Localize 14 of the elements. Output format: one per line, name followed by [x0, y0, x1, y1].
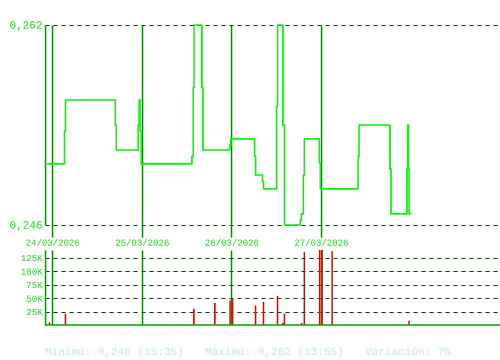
text: Mínimo: 0,246 (15:35) — [45, 347, 184, 359]
y-tick-label: 0,246 — [9, 220, 42, 232]
y-tick-label: 50K — [26, 294, 44, 305]
y-tick-label: 25K — [26, 308, 44, 318]
text: Máximo: 0,262 (13:55) — [205, 347, 344, 359]
text: Variación: 7% — [365, 347, 452, 359]
y-tick-label: 0,262 — [9, 20, 42, 32]
x-tick-label: 27/03/2026 — [294, 238, 348, 248]
x-tick-label: 25/03/2026 — [115, 238, 170, 248]
y-tick-label: 100K — [20, 268, 44, 278]
x-tick-label: 26/03/2026 — [204, 238, 259, 248]
y-tick-label: 125K — [20, 254, 44, 264]
x-tick-label: 24/03/2026 — [26, 238, 80, 248]
y-tick-label: 75K — [26, 281, 44, 292]
